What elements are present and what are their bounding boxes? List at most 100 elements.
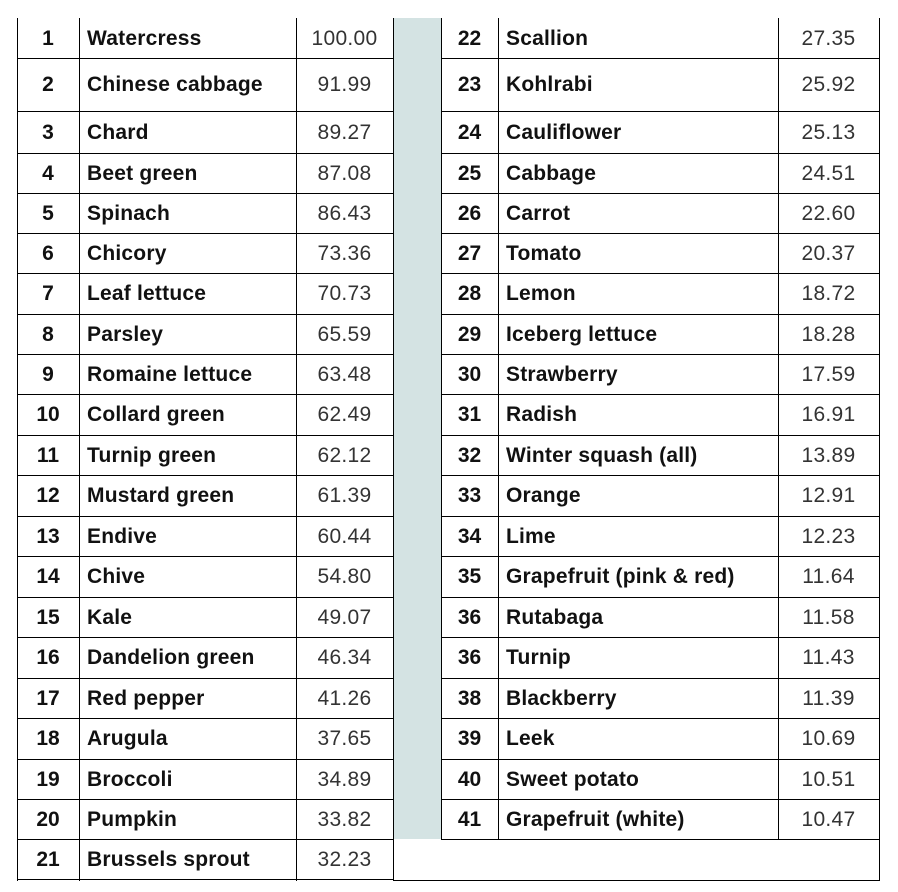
rank-cell: 32 — [457, 444, 482, 467]
score-cell: 37.65 — [317, 727, 372, 750]
vegetable-name-cell: Kohlrabi — [506, 73, 593, 96]
rank-cell: 36 — [457, 646, 482, 669]
rank-cell: 27 — [457, 242, 482, 265]
rank-cell: 38 — [457, 687, 482, 710]
vegetable-name-cell: Rutabaga — [506, 606, 604, 629]
score-cell: 27.35 — [801, 27, 856, 50]
row-divider — [17, 637, 394, 638]
row-divider — [17, 111, 394, 112]
row-divider — [441, 394, 880, 395]
vegetable-name-cell: Sweet potato — [506, 768, 640, 791]
row-divider — [17, 879, 394, 880]
score-cell: 34.89 — [317, 768, 372, 791]
score-cell: 20.37 — [801, 242, 856, 265]
row-divider — [17, 435, 394, 436]
rank-cell: 15 — [36, 606, 60, 629]
score-cell: 100.00 — [311, 27, 378, 50]
score-cell: 41.26 — [317, 687, 372, 710]
score-cell: 11.64 — [802, 565, 855, 588]
rank-cell: 22 — [457, 27, 482, 50]
column-divider — [393, 18, 394, 881]
row-divider — [441, 153, 880, 154]
score-cell: 63.48 — [317, 363, 372, 386]
column-divider — [441, 18, 442, 840]
rank-cell: 7 — [42, 282, 54, 305]
row-divider — [441, 637, 880, 638]
vegetable-name-cell: Beet green — [87, 162, 198, 185]
vegetable-name-cell: Leaf lettuce — [87, 282, 207, 305]
row-divider — [441, 516, 880, 517]
rank-cell: 23 — [457, 73, 482, 96]
vegetable-name-cell: Radish — [506, 403, 578, 426]
rank-cell: 6 — [42, 242, 54, 265]
row-divider — [441, 273, 880, 274]
score-cell: 25.13 — [801, 121, 856, 144]
rank-cell: 25 — [457, 162, 482, 185]
score-cell: 12.23 — [801, 525, 856, 548]
row-divider — [441, 233, 880, 234]
column-divider — [778, 18, 779, 840]
vegetable-name-cell: Iceberg lettuce — [506, 323, 658, 346]
vegetable-name-cell: Orange — [506, 484, 581, 507]
score-cell: 13.89 — [801, 444, 856, 467]
score-cell: 62.49 — [317, 403, 372, 426]
vegetable-name-cell: Dandelion green — [87, 646, 255, 669]
vegetable-name-cell: Grapefruit (pink & red) — [506, 565, 735, 588]
vegetable-name-cell: Carrot — [506, 202, 571, 225]
vegetable-name-cell: Turnip — [506, 646, 571, 669]
rank-cell: 13 — [36, 525, 60, 548]
vegetable-name-cell: Scallion — [506, 27, 589, 50]
row-divider — [17, 233, 394, 234]
vegetable-name-cell: Arugula — [87, 727, 168, 750]
vegetable-name-cell: Romaine lettuce — [87, 363, 253, 386]
row-divider — [441, 678, 880, 679]
row-divider — [17, 759, 394, 760]
score-cell: 61.39 — [317, 484, 372, 507]
vegetable-name-cell: Winter squash (all) — [506, 444, 698, 467]
row-divider — [17, 799, 394, 800]
row-divider — [17, 475, 394, 476]
row-divider — [441, 354, 880, 355]
score-cell: 73.36 — [317, 242, 372, 265]
vegetable-name-cell: Leek — [506, 727, 555, 750]
score-cell: 18.72 — [801, 282, 856, 305]
row-divider — [441, 58, 880, 59]
score-cell: 54.80 — [317, 565, 372, 588]
row-divider — [441, 111, 880, 112]
row-divider — [441, 839, 880, 840]
column-divider — [498, 18, 499, 840]
rank-cell: 12 — [36, 484, 60, 507]
vegetable-name-cell: Chicory — [87, 242, 167, 265]
rank-cell: 29 — [457, 323, 482, 346]
vegetable-name-cell: Turnip green — [87, 444, 217, 467]
separator-column — [393, 18, 441, 839]
score-cell: 17.59 — [801, 363, 856, 386]
row-divider — [441, 435, 880, 436]
column-divider — [17, 18, 18, 881]
vegetable-name-cell: Lime — [506, 525, 556, 548]
row-divider — [17, 314, 394, 315]
rank-cell: 9 — [42, 363, 54, 386]
row-divider — [441, 597, 880, 598]
vegetable-name-cell: Red pepper — [87, 687, 205, 710]
rank-cell: 20 — [36, 808, 60, 831]
rank-cell: 26 — [457, 202, 482, 225]
score-cell: 11.39 — [802, 687, 855, 710]
row-divider — [17, 153, 394, 154]
vegetable-name-cell: Lemon — [506, 282, 576, 305]
vegetable-name-cell: Cauliflower — [506, 121, 622, 144]
row-divider — [441, 759, 880, 760]
row-divider — [17, 354, 394, 355]
score-cell: 18.28 — [801, 323, 856, 346]
score-cell: 11.58 — [802, 606, 855, 629]
vegetable-name-cell: Chard — [87, 121, 149, 144]
vegetable-name-cell: Mustard green — [87, 484, 235, 507]
vegetable-name-cell: Grapefruit (white) — [506, 808, 685, 831]
vegetable-name-cell: Broccoli — [87, 768, 173, 791]
vegetable-name-cell: Chive — [87, 565, 146, 588]
row-divider — [441, 718, 880, 719]
rank-cell: 21 — [36, 848, 60, 871]
rank-cell: 11 — [36, 444, 60, 467]
rank-cell: 33 — [457, 484, 482, 507]
score-cell: 49.07 — [317, 606, 372, 629]
